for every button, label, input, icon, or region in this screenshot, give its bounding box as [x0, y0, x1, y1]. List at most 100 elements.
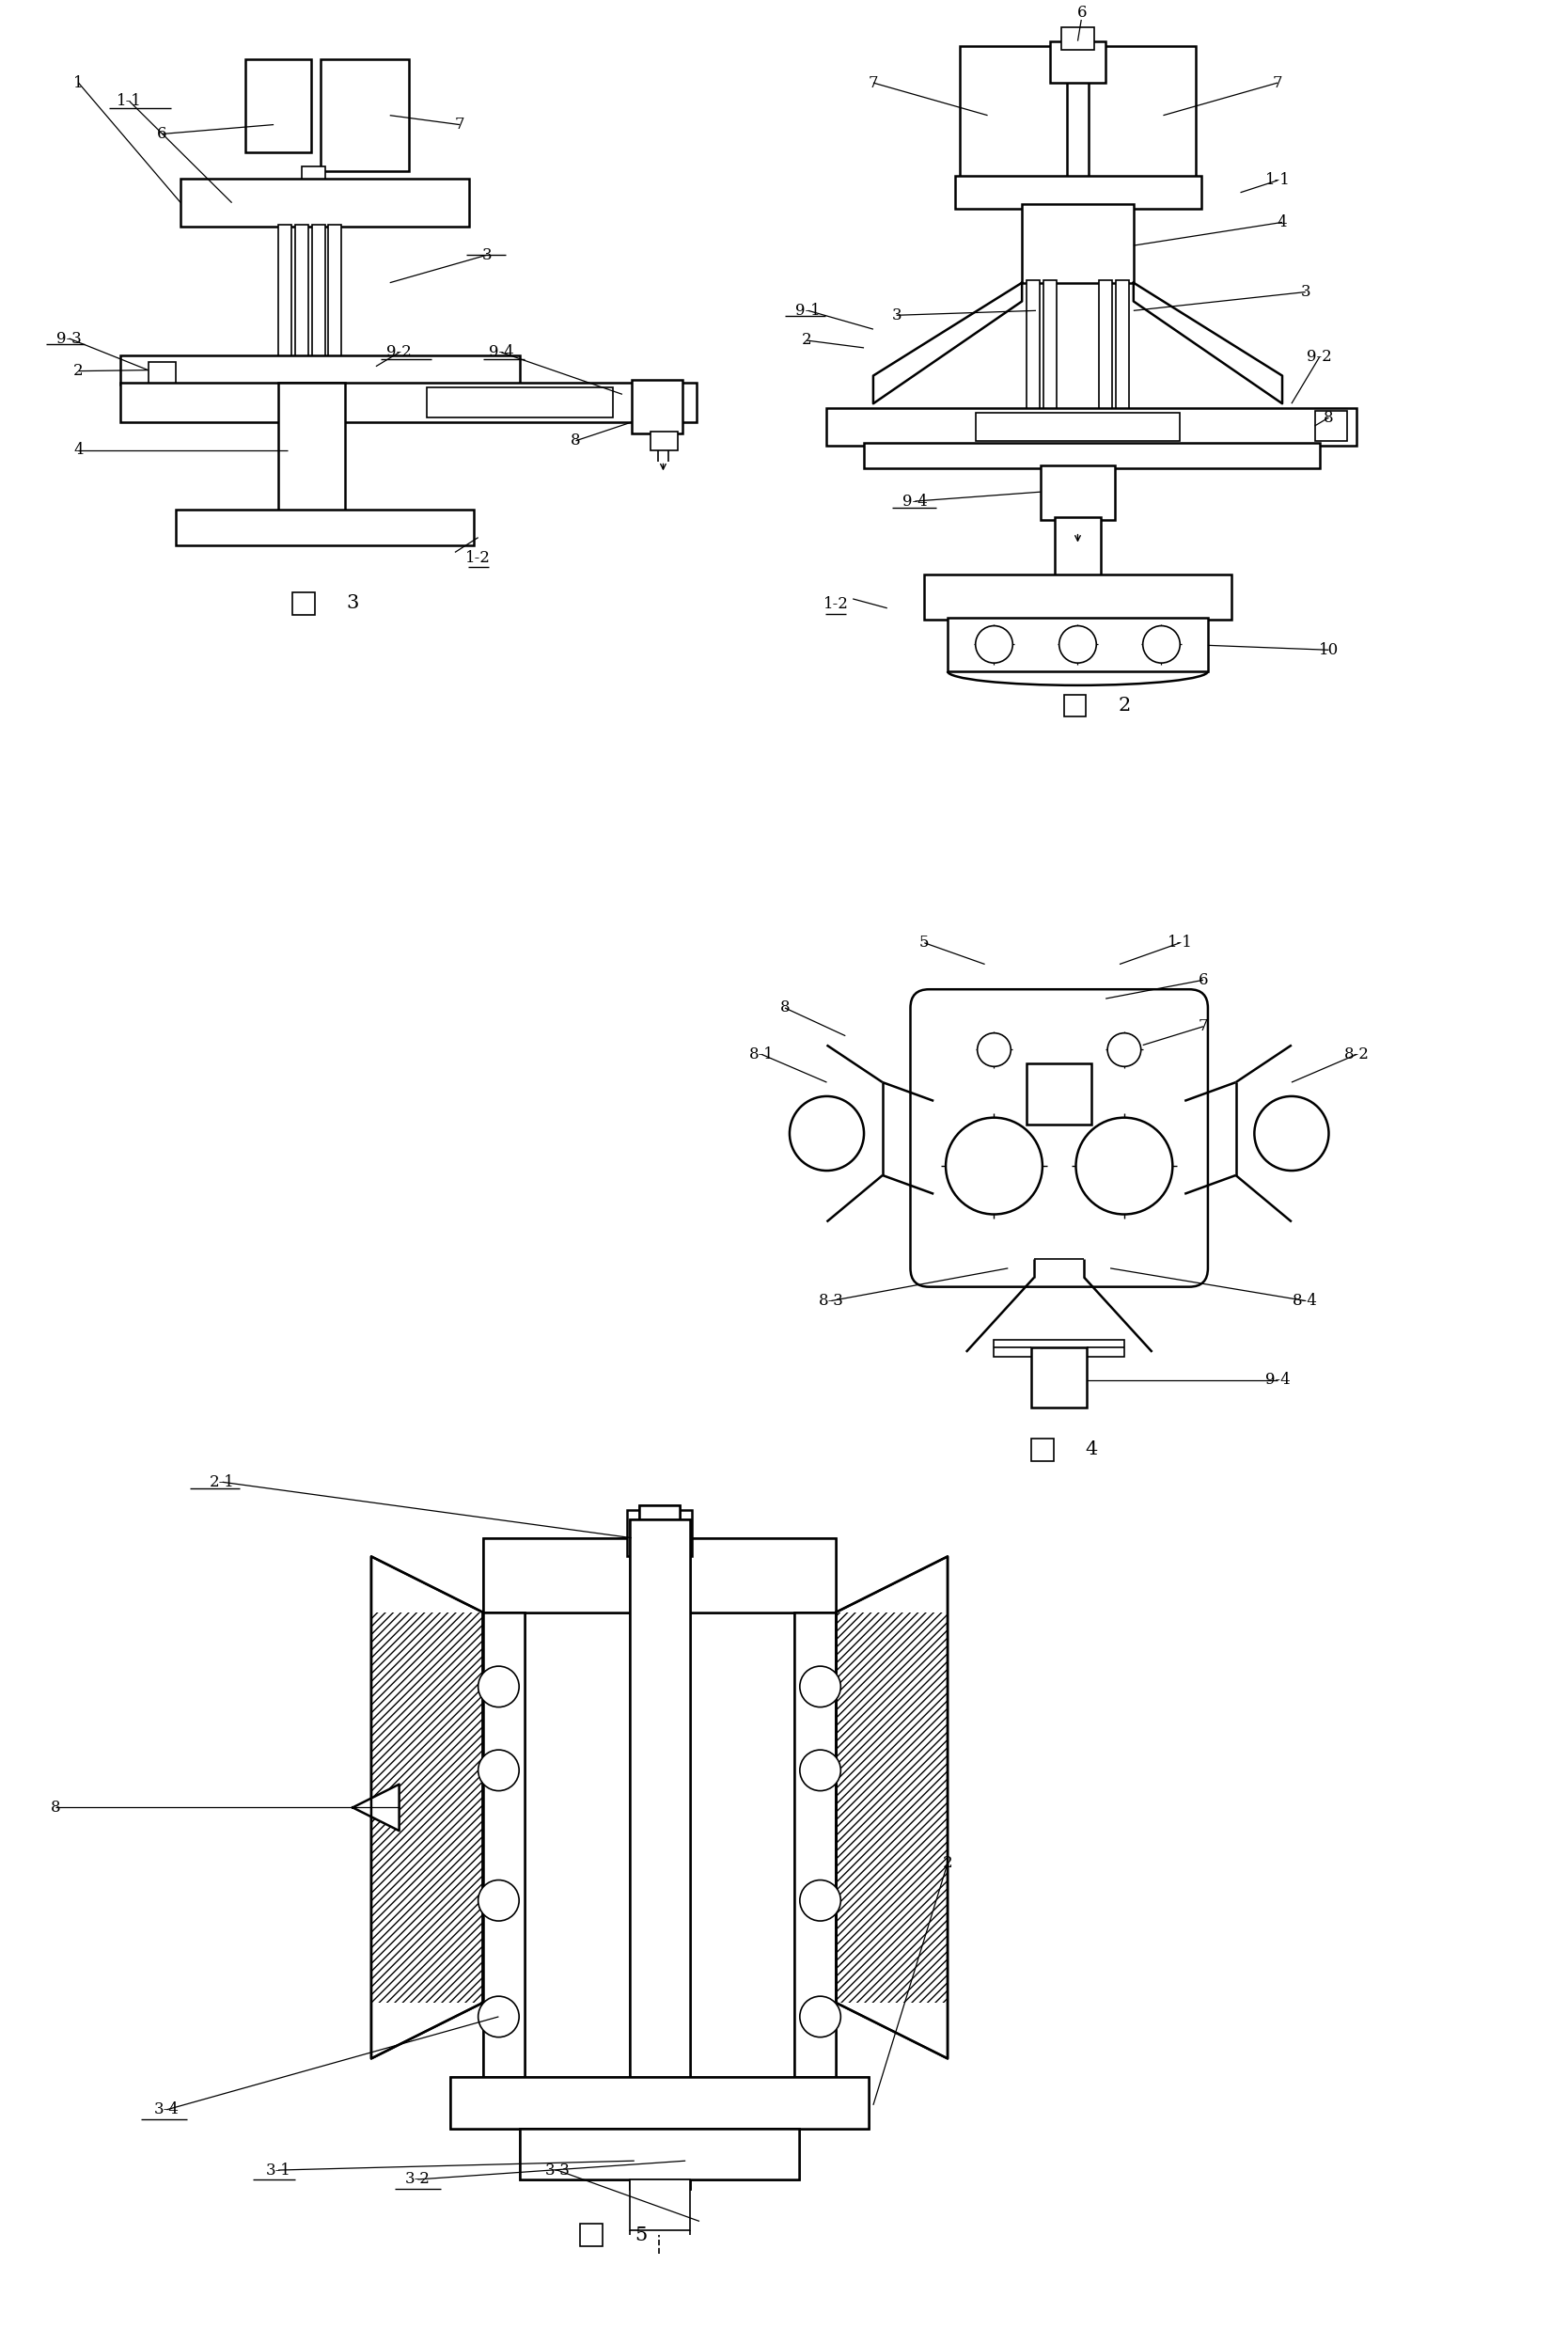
Circle shape — [478, 1751, 519, 1791]
Bar — [864, 443, 1319, 469]
Text: 8-1: 8-1 — [750, 1045, 775, 1062]
Text: 图: 图 — [303, 595, 314, 612]
Text: 3: 3 — [1300, 284, 1311, 300]
Bar — [301, 166, 325, 180]
Text: 2: 2 — [801, 333, 811, 349]
Text: 9-1: 9-1 — [795, 302, 820, 319]
Bar — [521, 2128, 798, 2180]
Bar — [292, 593, 315, 614]
Circle shape — [1107, 1034, 1142, 1067]
Bar — [121, 382, 696, 422]
Bar — [627, 1510, 691, 1556]
Text: 4: 4 — [1085, 1442, 1098, 1458]
Text: 9-4: 9-4 — [1265, 1371, 1290, 1388]
Bar — [826, 408, 1356, 445]
Text: 8: 8 — [1323, 410, 1334, 427]
Bar — [1032, 1348, 1087, 1409]
Text: 1-2: 1-2 — [823, 595, 848, 612]
Bar — [121, 356, 521, 384]
Text: 3: 3 — [892, 307, 902, 323]
Text: 8-2: 8-2 — [1344, 1045, 1369, 1062]
Circle shape — [1058, 626, 1096, 663]
Bar — [795, 1613, 836, 2077]
Circle shape — [478, 1880, 519, 1922]
Text: 4: 4 — [1278, 213, 1287, 230]
Text: 3-4: 3-4 — [154, 2103, 179, 2117]
Circle shape — [800, 1751, 840, 1791]
Bar — [1062, 28, 1094, 49]
Circle shape — [800, 1667, 840, 1706]
Text: 2: 2 — [74, 363, 83, 380]
Circle shape — [478, 1667, 519, 1706]
Bar — [372, 1613, 483, 2002]
Circle shape — [1076, 1118, 1173, 1214]
Bar — [1027, 1064, 1091, 1125]
Bar — [1088, 45, 1196, 180]
Bar — [483, 1538, 836, 1613]
Bar — [450, 2077, 869, 2128]
Text: 2: 2 — [1118, 696, 1131, 715]
Bar — [1051, 40, 1105, 82]
Bar — [483, 1613, 525, 2077]
Polygon shape — [1134, 284, 1283, 403]
Circle shape — [977, 1034, 1011, 1067]
Text: 7: 7 — [1198, 1020, 1209, 1034]
Text: 7: 7 — [869, 75, 878, 91]
Text: 9-2: 9-2 — [387, 345, 412, 361]
Circle shape — [478, 1997, 519, 2037]
Text: 5: 5 — [635, 2227, 648, 2243]
Bar — [1032, 1439, 1054, 1460]
Polygon shape — [873, 284, 1022, 403]
Bar — [630, 2180, 690, 2231]
Text: 9-2: 9-2 — [1306, 349, 1331, 366]
Bar — [1099, 279, 1112, 427]
Text: 3: 3 — [347, 595, 359, 612]
Bar — [925, 574, 1231, 619]
Bar — [176, 509, 474, 544]
Bar — [836, 1613, 947, 2002]
Circle shape — [800, 1880, 840, 1922]
Bar — [1041, 466, 1115, 520]
Text: 8: 8 — [779, 1001, 790, 1015]
Bar — [640, 1505, 681, 1585]
Bar — [1027, 279, 1040, 427]
Text: 3-3: 3-3 — [544, 2161, 569, 2178]
Text: 5: 5 — [919, 935, 930, 952]
Bar — [1043, 279, 1057, 427]
Bar — [426, 387, 613, 417]
Bar — [180, 178, 469, 227]
Polygon shape — [836, 1556, 947, 2058]
Bar — [630, 1519, 690, 2189]
Text: 6: 6 — [1198, 973, 1209, 989]
Bar — [278, 225, 292, 356]
Polygon shape — [353, 1784, 400, 1831]
Bar — [312, 225, 325, 356]
Text: 1-2: 1-2 — [466, 551, 491, 565]
Text: 3-1: 3-1 — [265, 2161, 292, 2178]
Circle shape — [946, 1118, 1043, 1214]
Text: 9-4: 9-4 — [489, 345, 514, 361]
Text: 2-1: 2-1 — [210, 1474, 235, 1491]
Bar — [630, 1519, 690, 2189]
Text: 8: 8 — [571, 434, 580, 448]
Text: 1: 1 — [74, 75, 83, 91]
Bar — [651, 431, 677, 450]
Text: 9-3: 9-3 — [56, 331, 82, 347]
Bar — [1063, 694, 1087, 717]
Text: 图: 图 — [1041, 1442, 1054, 1458]
Text: 2: 2 — [942, 1856, 953, 1871]
Bar — [1316, 410, 1347, 441]
Bar — [960, 45, 1066, 180]
Bar — [632, 380, 682, 434]
Bar — [450, 2077, 869, 2128]
Text: 7: 7 — [455, 117, 464, 134]
Text: 8: 8 — [50, 1800, 60, 1817]
Bar — [483, 1613, 525, 2077]
Bar — [580, 2224, 602, 2246]
Bar — [1055, 518, 1101, 581]
Bar — [295, 225, 307, 356]
Circle shape — [1254, 1097, 1328, 1170]
Bar — [1116, 279, 1129, 427]
Circle shape — [975, 626, 1013, 663]
Text: 8-4: 8-4 — [1294, 1294, 1319, 1308]
